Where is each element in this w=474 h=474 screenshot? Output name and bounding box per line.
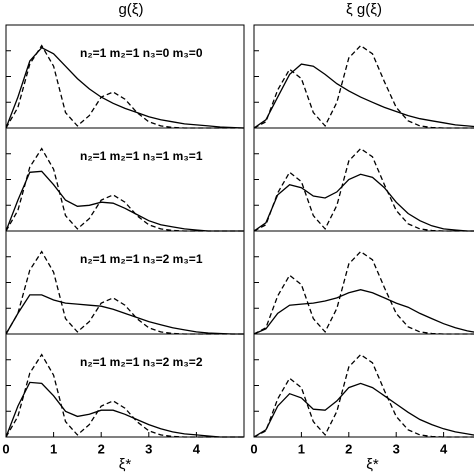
panel-annotation: n₂=1 m₂=1 n₃=0 m₃=0 — [80, 46, 203, 60]
panel-frame — [5, 24, 245, 129]
series-line — [253, 289, 474, 335]
series-line — [5, 294, 244, 335]
panel-annotation: n₂=1 m₂=1 n₃=1 m₃=1 — [80, 149, 203, 163]
x-tick-label: 3 — [393, 441, 400, 456]
x-tick-label: 1 — [50, 441, 57, 456]
series-line — [5, 353, 244, 438]
x-axis-label: ξ* — [119, 456, 132, 473]
x-tick-label: 2 — [98, 441, 105, 456]
series-line — [5, 170, 244, 232]
series-line — [5, 381, 244, 438]
panel-frame — [253, 127, 474, 232]
series-line — [253, 173, 474, 232]
series-line — [5, 46, 245, 129]
x-tick-label: 3 — [145, 441, 152, 456]
series-line — [253, 147, 474, 232]
panel-frame — [253, 333, 474, 438]
series-line — [253, 353, 474, 438]
x-tick-label: 1 — [298, 441, 305, 456]
x-tick-label: 0 — [2, 441, 9, 456]
series-line — [253, 382, 474, 438]
panel-frame — [5, 230, 245, 335]
panel-frame — [5, 333, 245, 438]
panel-frame — [253, 230, 474, 335]
series-line — [253, 250, 474, 335]
series-line — [5, 44, 244, 129]
x-tick-label: 0 — [250, 441, 257, 456]
series-line — [253, 63, 474, 129]
column-title: ξ g(ξ) — [346, 1, 382, 18]
x-tick-label: 4 — [440, 441, 448, 456]
panel-frame — [253, 24, 474, 129]
series-line — [253, 44, 474, 129]
x-axis-label: ξ* — [366, 456, 379, 473]
panel-annotation: n₂=1 m₂=1 n₃=2 m₃=2 — [80, 355, 203, 369]
panel-annotation: n₂=1 m₂=1 n₃=2 m₃=1 — [80, 252, 203, 266]
x-tick-label: 2 — [345, 441, 352, 456]
column-title: g(ξ) — [118, 1, 143, 18]
panel-frame — [5, 127, 245, 232]
x-tick-label: 4 — [193, 441, 201, 456]
series-line — [5, 250, 244, 335]
series-line — [5, 147, 244, 232]
